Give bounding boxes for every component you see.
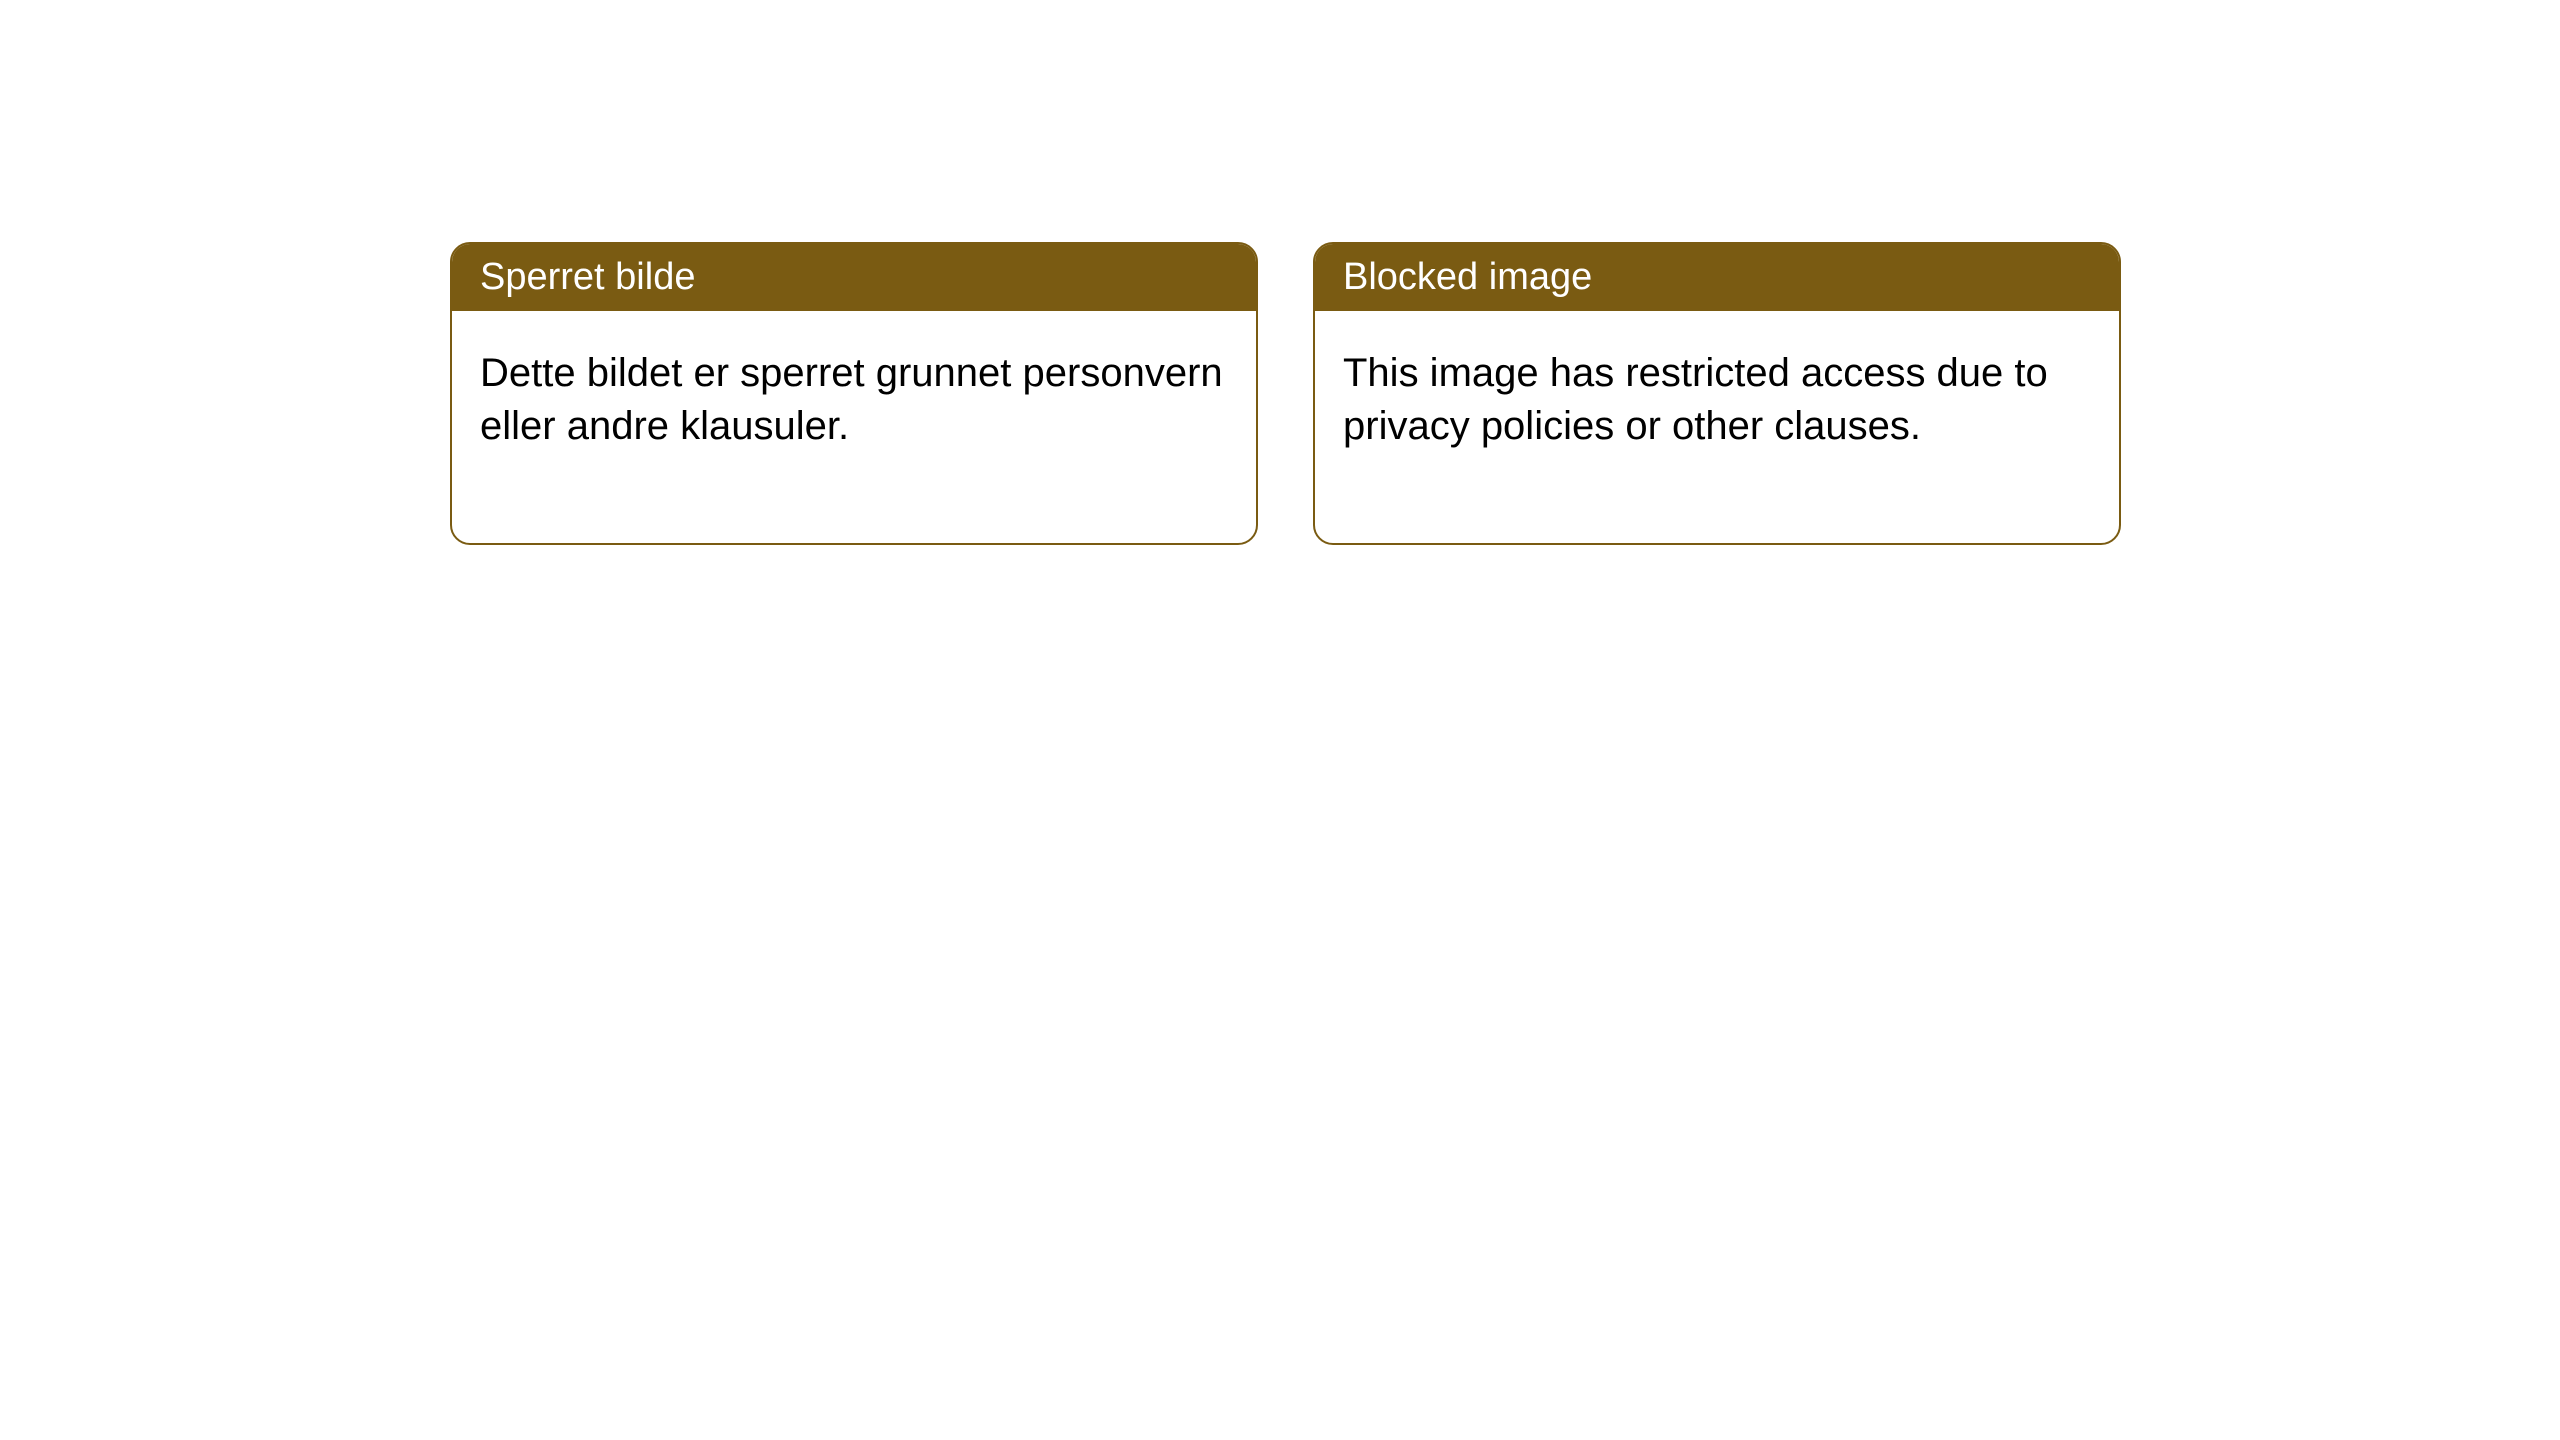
card-title-english: Blocked image	[1343, 256, 1592, 298]
card-message-norwegian: Dette bildet er sperret grunnet personve…	[480, 351, 1223, 448]
card-header-english: Blocked image	[1315, 244, 2119, 311]
card-header-norwegian: Sperret bilde	[452, 244, 1256, 311]
card-body-norwegian: Dette bildet er sperret grunnet personve…	[452, 311, 1256, 543]
card-title-norwegian: Sperret bilde	[480, 256, 695, 298]
card-body-english: This image has restricted access due to …	[1315, 311, 2119, 543]
blocked-image-card-norwegian: Sperret bilde Dette bildet er sperret gr…	[450, 242, 1258, 545]
blocked-image-card-english: Blocked image This image has restricted …	[1313, 242, 2121, 545]
blocked-image-notice-container: Sperret bilde Dette bildet er sperret gr…	[0, 0, 2560, 545]
card-message-english: This image has restricted access due to …	[1343, 351, 2048, 448]
